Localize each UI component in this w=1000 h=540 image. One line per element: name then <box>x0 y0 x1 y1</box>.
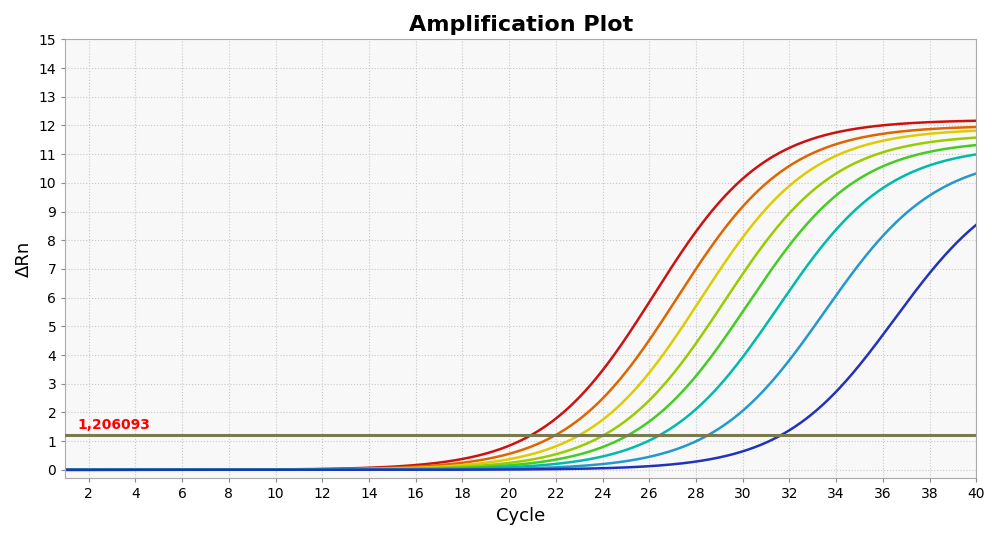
Text: 1,206093: 1,206093 <box>77 418 150 432</box>
Y-axis label: ΔRn: ΔRn <box>15 241 33 277</box>
Title: Amplification Plot: Amplification Plot <box>409 15 633 35</box>
X-axis label: Cycle: Cycle <box>496 507 545 525</box>
